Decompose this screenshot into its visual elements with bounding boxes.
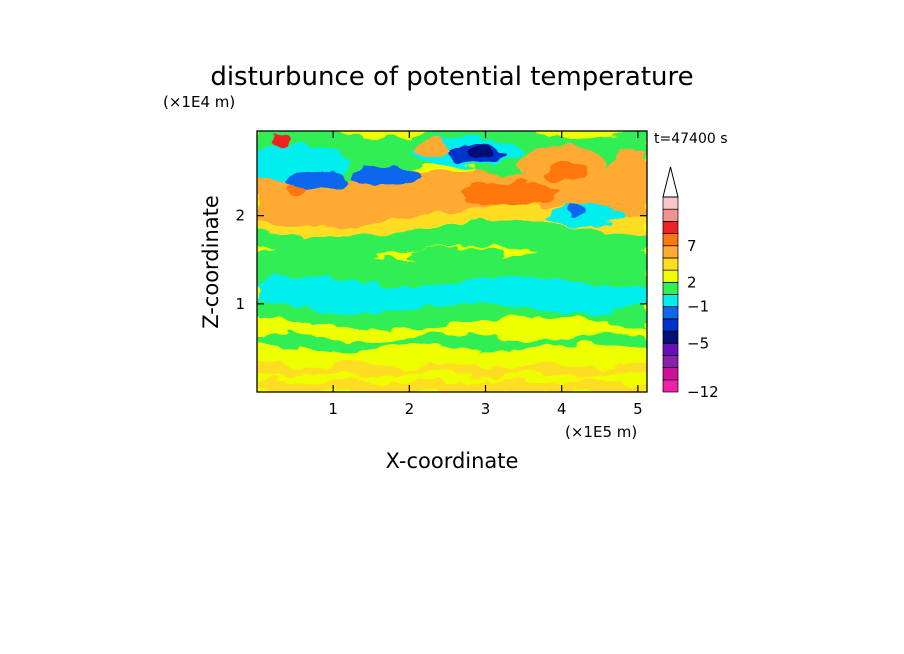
colorbar-tick-label: −5 xyxy=(687,334,709,352)
colorbar: −12−5−127 xyxy=(662,166,719,401)
cold-core-right xyxy=(566,206,587,217)
warm-dot-left-low xyxy=(287,184,304,195)
colorbar-swatch xyxy=(662,221,679,234)
y-multiplier-label: (×1E4 m) xyxy=(163,93,235,111)
warm-patch-edge xyxy=(605,150,647,211)
x-axis-label: X-coordinate xyxy=(386,449,519,473)
colorbar-swatch xyxy=(662,257,679,271)
band-bottom-gold xyxy=(257,378,647,392)
x-axis: 1 2 3 4 5 xyxy=(328,131,643,418)
x-tick-label: 5 xyxy=(633,400,643,418)
chart-title: disturbunce of potential temperature xyxy=(210,62,693,92)
colorbar-swatch xyxy=(662,330,679,344)
warm-dot-left xyxy=(269,133,290,148)
warm-band-center xyxy=(458,181,559,206)
colorbar-swatch xyxy=(662,208,679,222)
cold-core-center xyxy=(351,166,422,185)
band-green-low xyxy=(257,332,647,353)
x-tick-label: 4 xyxy=(557,400,567,418)
band-cyan-mid xyxy=(257,276,647,314)
time-label: t=47400 s xyxy=(654,131,728,147)
y-axis-label: Z-coordinate xyxy=(199,195,223,329)
colorbar-swatch xyxy=(662,281,679,295)
y-tick-label: 1 xyxy=(235,295,245,313)
colorbar-swatch xyxy=(662,355,679,368)
x-tick-label: 2 xyxy=(405,400,415,418)
cold-core-top-inner xyxy=(467,146,496,159)
colorbar-extend-arrow xyxy=(662,166,679,198)
x-multiplier-label: (×1E5 m) xyxy=(565,423,637,441)
colorbar-tick-label: −12 xyxy=(687,383,719,401)
x-tick-label: 1 xyxy=(328,400,338,418)
green-patch-center xyxy=(405,246,506,265)
y-tick-label: 2 xyxy=(235,207,245,225)
colorbar-swatch xyxy=(662,294,679,308)
cold-patch-right xyxy=(544,205,625,226)
colorbar-swatch xyxy=(662,306,679,320)
cold-core-left xyxy=(287,170,348,191)
colorbar-tick-label: −1 xyxy=(687,298,709,316)
colorbar-swatch xyxy=(662,367,679,381)
plot-area xyxy=(257,131,647,392)
band-gold-low xyxy=(257,362,647,378)
colorbar-tick-label: 2 xyxy=(687,273,697,291)
colorbar-swatch xyxy=(662,269,679,283)
colorbar-swatch xyxy=(662,379,679,393)
y-axis: 12 xyxy=(235,207,647,313)
colorbar-swatch xyxy=(662,318,679,332)
colorbar-swatch xyxy=(662,233,679,247)
colorbar-swatch xyxy=(662,196,679,210)
colorbar-tick-label: 7 xyxy=(687,237,697,255)
colorbar-swatch xyxy=(662,342,679,356)
plot-frame xyxy=(256,130,648,393)
colorbar-swatch xyxy=(662,245,679,259)
warm-patch-top xyxy=(414,141,451,158)
warm-core-right xyxy=(543,161,588,182)
x-tick-label: 3 xyxy=(481,400,491,418)
